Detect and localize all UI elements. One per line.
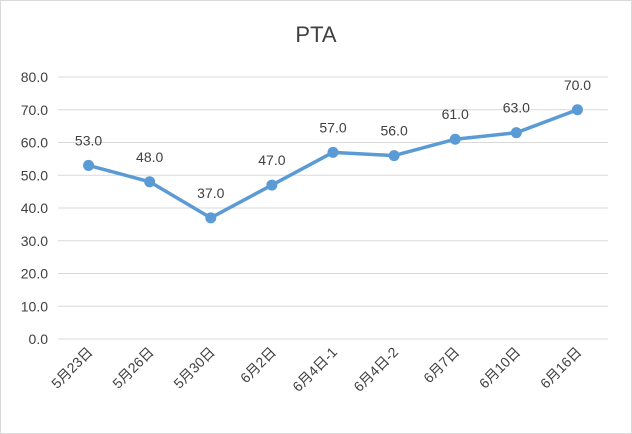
data-label: 37.0 [197, 185, 224, 201]
data-point [83, 159, 95, 171]
x-axis-ticks: 5月23日 5月26日 5月30日 6月2日 6月4日-1 6月4日-2 6月7日 6月10日… [48, 344, 585, 395]
chart-title: PTA [295, 22, 336, 47]
x-tick-label: 6月4日-1 [289, 344, 340, 395]
x-tick-label: 6月4日-2 [350, 344, 401, 395]
y-tick-label: 40.0 [21, 200, 48, 216]
data-label: 48.0 [136, 149, 163, 165]
data-point [144, 176, 156, 188]
x-tick-label: 5月26日 [109, 344, 157, 392]
gridlines [58, 76, 608, 340]
data-label: 57.0 [319, 119, 346, 135]
data-point [571, 104, 583, 116]
data-point [510, 127, 522, 139]
y-tick-label: 30.0 [21, 233, 48, 249]
x-tick-label: 6月2日 [237, 344, 279, 386]
x-tick-label: 5月30日 [170, 344, 218, 392]
data-label: 53.0 [75, 132, 102, 148]
x-tick-label: 6月16日 [537, 344, 585, 392]
series-layer [83, 104, 583, 224]
data-label: 61.0 [442, 106, 469, 122]
y-tick-label: 70.0 [21, 102, 48, 118]
data-label: 70.0 [564, 77, 591, 93]
y-tick-label: 10.0 [21, 298, 48, 314]
x-tick-label: 5月23日 [48, 344, 96, 392]
y-tick-label: 60.0 [21, 135, 48, 151]
y-tick-label: 0.0 [29, 331, 49, 347]
y-tick-label: 20.0 [21, 266, 48, 282]
y-axis-ticks: 0.0 10.0 20.0 30.0 40.0 50.0 60.0 70.0 80.0 [21, 69, 48, 347]
data-label: 63.0 [503, 100, 530, 116]
y-tick-label: 80.0 [21, 69, 48, 85]
data-labels: 53.0 48.0 37.0 47.0 57.0 56.0 61.0 63.0 70.0 [75, 77, 591, 201]
data-point [327, 146, 339, 158]
x-tick-label: 6月10日 [476, 344, 524, 392]
x-tick-label: 6月7日 [420, 344, 462, 386]
data-point [388, 150, 400, 162]
data-label: 56.0 [380, 123, 407, 139]
y-tick-label: 50.0 [21, 167, 48, 183]
data-point [266, 179, 278, 191]
data-point [205, 212, 217, 224]
data-point [449, 133, 461, 145]
data-label: 47.0 [258, 152, 285, 168]
